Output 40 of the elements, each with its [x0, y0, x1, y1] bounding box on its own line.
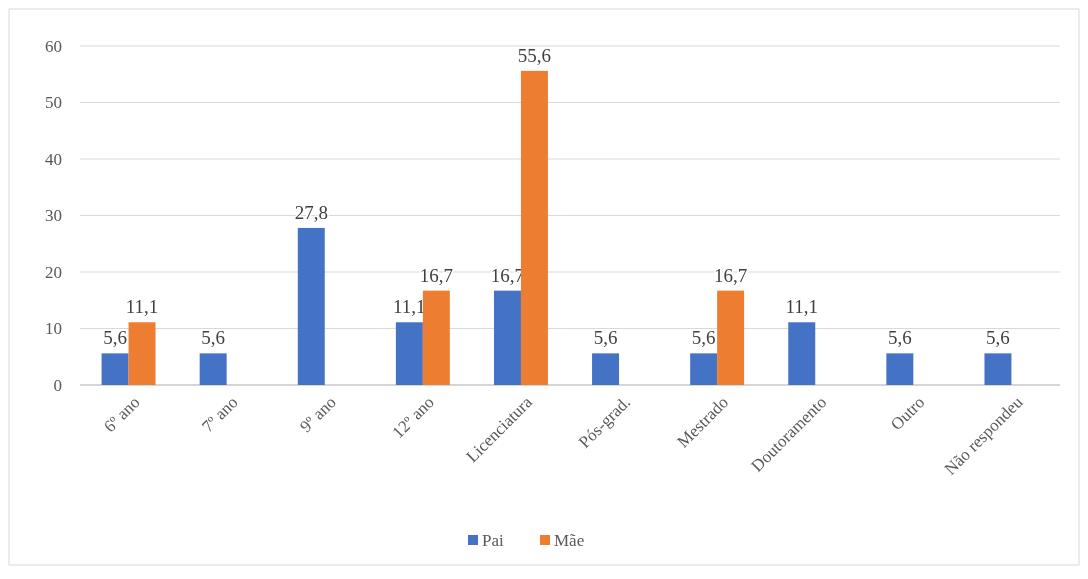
bar [128, 322, 156, 385]
y-tick-label: 30 [45, 206, 62, 226]
bar [422, 290, 450, 385]
x-tick-label: 9º ano [296, 392, 340, 437]
bar [690, 353, 718, 385]
data-label: 11,1 [785, 296, 819, 318]
data-label: 11,1 [393, 296, 426, 318]
data-label: 5,6 [887, 327, 912, 349]
bar [717, 290, 745, 385]
y-tick-label: 0 [53, 375, 62, 395]
bar [520, 70, 548, 385]
bar [101, 353, 129, 385]
x-tick-label: 7º ano [198, 392, 242, 437]
legend-label: Pai [482, 530, 504, 550]
data-label: 5,6 [691, 327, 716, 349]
bar [493, 290, 521, 385]
y-tick-label: 10 [45, 319, 62, 339]
bar [984, 353, 1012, 385]
y-tick-label: 20 [45, 262, 62, 282]
data-label: 5,6 [593, 327, 618, 349]
data-label: 55,6 [517, 44, 552, 66]
bar [788, 322, 816, 385]
data-label: 5,6 [201, 327, 226, 349]
y-tick-label: 50 [45, 93, 62, 113]
y-tick-label: 40 [45, 149, 62, 169]
bar [297, 227, 325, 385]
data-label: 27,8 [294, 201, 328, 223]
x-tick-label: 12º ano [388, 392, 438, 443]
bar [395, 322, 423, 385]
data-label: 5,6 [103, 327, 127, 349]
y-tick-label: 60 [45, 36, 62, 56]
bar [592, 353, 620, 385]
legend-label: Mãe [554, 530, 585, 550]
data-label: 16,7 [419, 264, 453, 286]
data-label: 11,1 [125, 296, 159, 318]
bar [199, 353, 227, 385]
x-tick-label: 6º ano [100, 392, 144, 437]
bar [886, 353, 914, 385]
data-label: 5,6 [986, 327, 1010, 349]
data-label: 16,7 [714, 264, 748, 286]
